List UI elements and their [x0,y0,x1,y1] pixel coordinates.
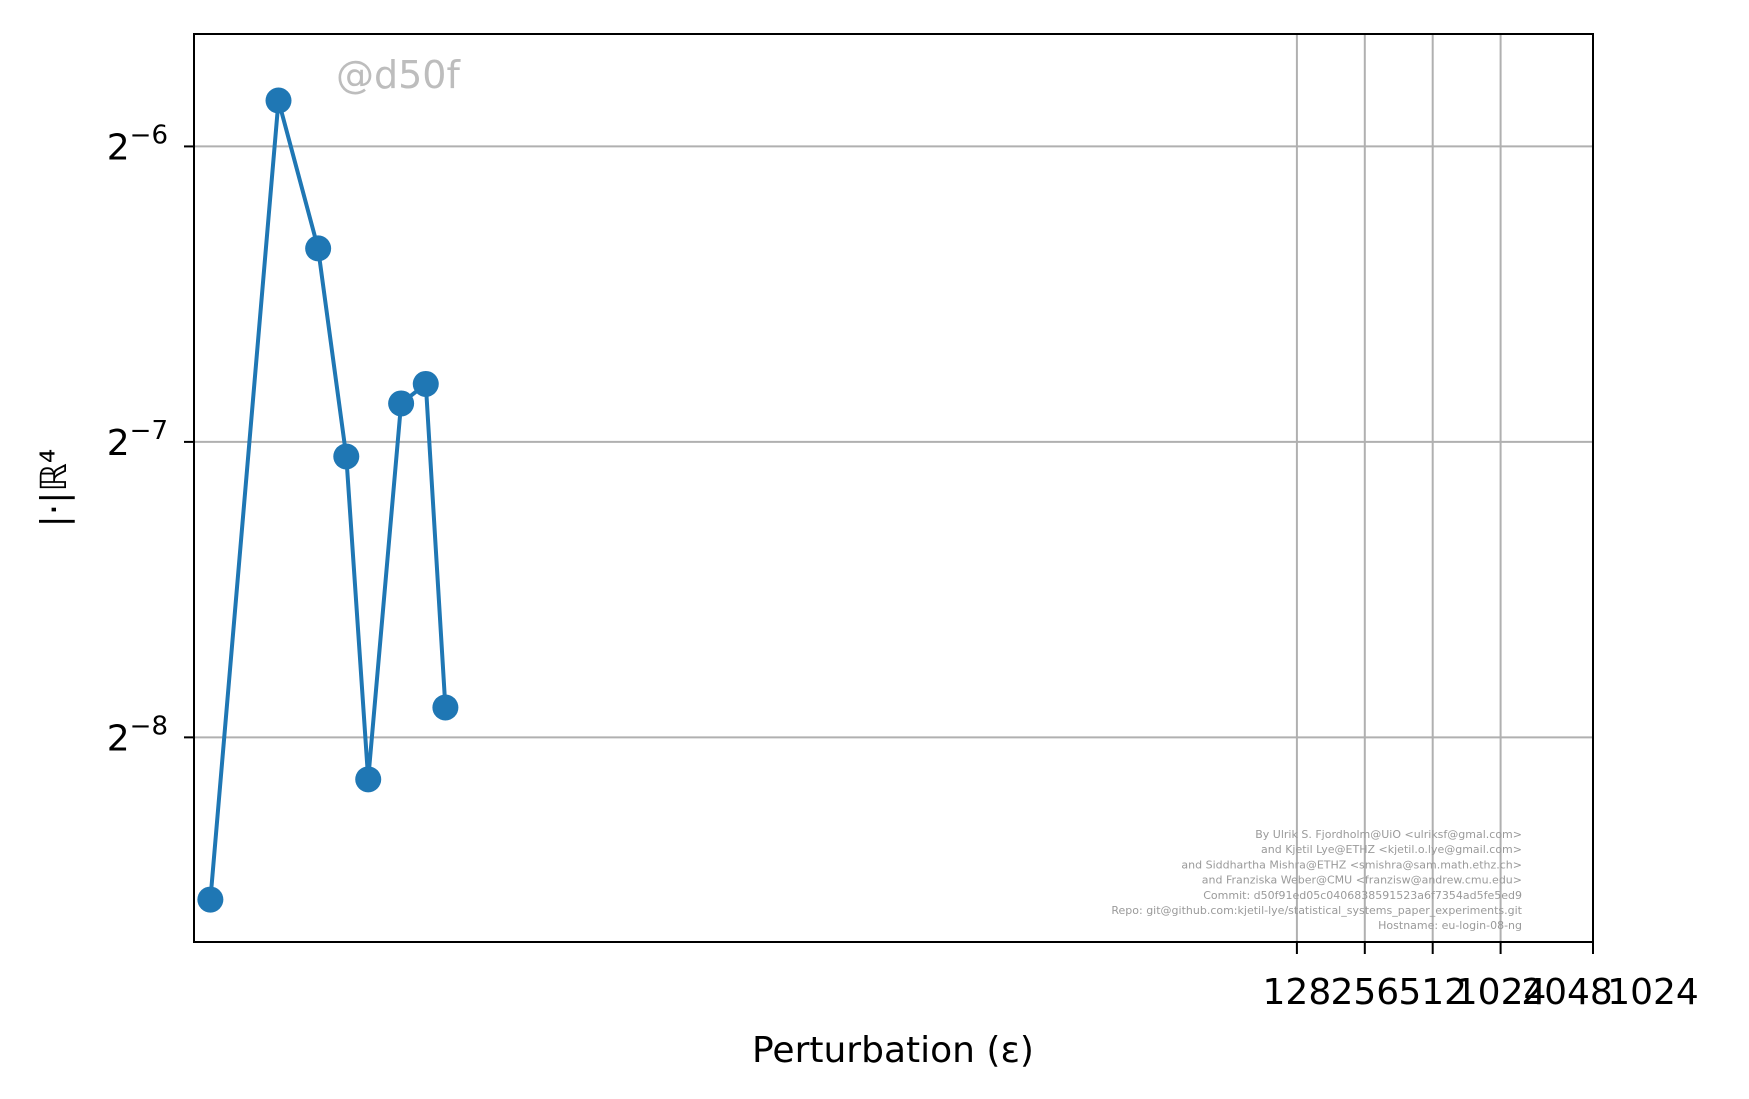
y-tick-label: 2−8 [107,711,168,759]
y-axis-label: |·|ℝ⁴ [34,449,75,528]
credit-line: By Ulrik S. Fjordholm@UiO <ulriksf@gmal.… [1255,828,1522,841]
grid [194,34,1593,942]
plot-background [194,34,1593,942]
x-tick-label: 256 [1330,972,1399,1013]
data-point [333,443,360,470]
plot-frame [193,33,1594,943]
watermark: @d50f [336,53,461,97]
y-tick-label: 2−7 [107,416,168,464]
y-axis-ticks: 2−6 2−7 2−8 [107,120,194,759]
y-tick-label: 2−6 [107,120,168,168]
credit-line: Commit: d50f91ed05c0406838591523a6f7354a… [1203,889,1522,902]
credit-line: and Kjetil Lye@ETHZ <kjetil.o.lye@gmail.… [1261,843,1522,856]
x-tick-label: 128 [1263,972,1332,1013]
data-point [305,235,332,262]
x-tick-label: 1024 [1607,972,1699,1013]
data-point [355,766,382,793]
data-point [412,370,439,397]
x-tick-label: 1024 [1455,972,1547,1013]
data-point [197,886,224,913]
credit-line: and Siddhartha Mishra@ETHZ <smishra@sam.… [1181,858,1522,871]
data-point [265,87,292,114]
x-axis-label: Perturbation (ε) [752,1030,1034,1071]
credit-line: Repo: git@github.com:kjetil-lye/statisti… [1111,904,1522,917]
data-point [432,694,459,721]
x-tick-label: 2048 [1521,972,1613,1013]
credit-line: and Franziska Weber@CMU <franzisw@andrew… [1202,874,1522,887]
credits-block: By Ulrik S. Fjordholm@UiO <ulriksf@gmal.… [1111,828,1522,932]
series-layer [197,87,459,913]
data-point [388,390,415,417]
x-tick-label: 512 [1398,972,1467,1013]
credit-line: Hostname: eu-login-08-ng [1378,919,1522,932]
